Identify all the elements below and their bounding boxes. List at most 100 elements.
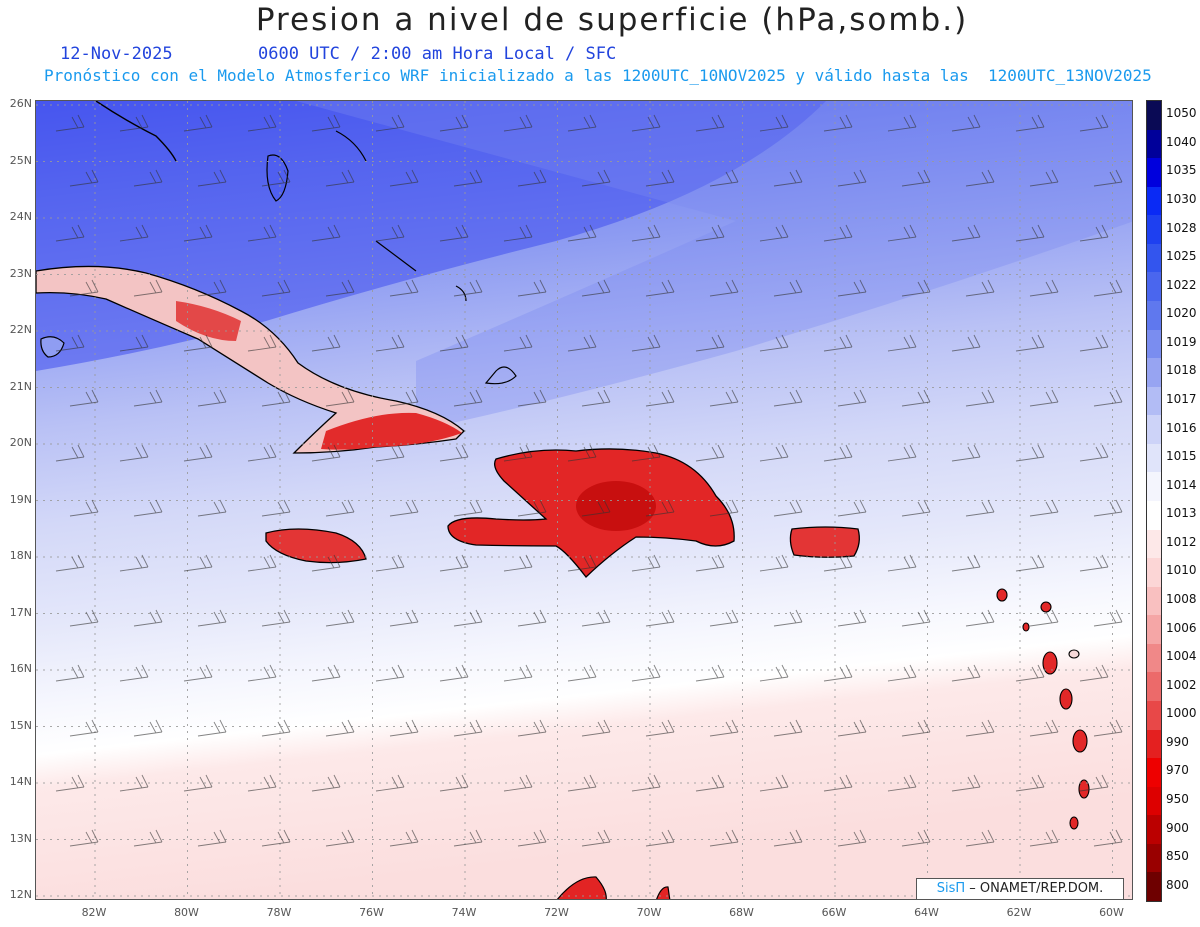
wind-barb bbox=[567, 224, 597, 242]
wind-barb bbox=[1029, 609, 1059, 627]
lat-label: 22N bbox=[9, 323, 32, 336]
wind-barb bbox=[567, 334, 597, 352]
lon-label: 60W bbox=[1099, 906, 1124, 919]
wind-barb bbox=[183, 664, 213, 682]
wind-barb bbox=[1015, 444, 1045, 462]
wind-barb bbox=[119, 774, 149, 792]
wind-barb bbox=[261, 279, 291, 297]
colorbar-segment bbox=[1147, 758, 1161, 788]
wind-barb bbox=[69, 169, 99, 187]
wind-barb bbox=[503, 334, 533, 352]
wind-barb bbox=[197, 609, 227, 627]
wind-barb bbox=[261, 169, 291, 187]
lat-label: 18N bbox=[9, 549, 32, 562]
wind-barb bbox=[1079, 664, 1109, 682]
colorbar-label: 1017 bbox=[1166, 392, 1197, 406]
lon-label: 82W bbox=[81, 906, 107, 919]
wind-barb bbox=[69, 829, 99, 847]
wind-barb bbox=[247, 554, 277, 572]
wind-barb bbox=[695, 664, 725, 682]
wind-barb bbox=[645, 609, 675, 627]
wind-barb bbox=[837, 499, 867, 517]
wind-barb bbox=[311, 554, 341, 572]
colorbar-segment bbox=[1147, 386, 1161, 416]
wind-barb bbox=[823, 774, 853, 792]
wind-barb bbox=[823, 444, 853, 462]
wind-barb bbox=[119, 224, 149, 242]
wind-barb bbox=[375, 554, 405, 572]
wind-barb bbox=[375, 444, 405, 462]
lon-label: 74W bbox=[451, 906, 477, 919]
credit-box: SisΠ – ONAMET/REP.DOM. bbox=[916, 878, 1124, 900]
wind-barb bbox=[261, 499, 291, 517]
wind-barb bbox=[759, 224, 789, 242]
wind-barb bbox=[823, 334, 853, 352]
wind-barb bbox=[183, 334, 213, 352]
wind-barb bbox=[567, 114, 597, 132]
wind-barb bbox=[133, 829, 163, 847]
pressure-map bbox=[35, 100, 1133, 900]
wind-barb bbox=[709, 829, 739, 847]
colorbar-segment bbox=[1147, 529, 1161, 559]
wind-barb bbox=[631, 664, 661, 682]
colorbar-segment bbox=[1147, 615, 1161, 645]
wind-barb bbox=[247, 774, 277, 792]
wind-barb bbox=[1029, 499, 1059, 517]
wind-barb bbox=[133, 719, 163, 737]
wind-barb bbox=[503, 664, 533, 682]
wind-barb bbox=[325, 279, 355, 297]
wind-barb bbox=[631, 774, 661, 792]
wind-barb bbox=[55, 334, 85, 352]
colorbar-label: 1010 bbox=[1166, 563, 1197, 578]
lat-label: 15N bbox=[9, 718, 32, 732]
wind-barb bbox=[517, 499, 547, 517]
colorbar-label: 1008 bbox=[1166, 592, 1197, 606]
wind-barb bbox=[197, 499, 227, 517]
valid-time: 0600 UTC / 2:00 am Hora Local / SFC bbox=[258, 44, 617, 64]
wind-barb bbox=[759, 774, 789, 792]
wind-barb bbox=[517, 279, 547, 297]
lat-label: 24N bbox=[9, 210, 32, 223]
lon-label: 70W bbox=[636, 906, 662, 919]
wind-barb bbox=[389, 389, 419, 407]
wind-barb bbox=[965, 719, 995, 737]
wind-barb bbox=[773, 169, 803, 187]
colorbar-label: 950 bbox=[1166, 792, 1189, 806]
wind-barb bbox=[567, 664, 597, 682]
wind-barb bbox=[453, 389, 483, 407]
lat-lon-grid bbox=[36, 101, 1132, 899]
wind-barb bbox=[1093, 279, 1123, 297]
wind-barb bbox=[631, 224, 661, 242]
wind-barb bbox=[887, 334, 917, 352]
wind-barb bbox=[311, 444, 341, 462]
wind-barb bbox=[709, 719, 739, 737]
wind-barb bbox=[887, 224, 917, 242]
wind-barb bbox=[439, 334, 469, 352]
wind-barb bbox=[581, 499, 611, 517]
lesser-antilles bbox=[996, 588, 1090, 830]
wind-barb bbox=[837, 609, 867, 627]
colorbar bbox=[1146, 100, 1162, 902]
colorbar-label: 1018 bbox=[1166, 363, 1197, 378]
wind-barb bbox=[325, 719, 355, 737]
wind-barb bbox=[709, 609, 739, 627]
wind-barb bbox=[183, 224, 213, 242]
florida-keys bbox=[95, 101, 177, 162]
wind-barb bbox=[503, 774, 533, 792]
wind-barb bbox=[965, 169, 995, 187]
wind-barb bbox=[247, 664, 277, 682]
wind-barb bbox=[183, 774, 213, 792]
colorbar-segment bbox=[1147, 643, 1161, 673]
wind-barb bbox=[119, 664, 149, 682]
wind-barb bbox=[823, 114, 853, 132]
wind-barb bbox=[709, 279, 739, 297]
wind-barb bbox=[389, 829, 419, 847]
lat-label: 14N bbox=[9, 775, 32, 788]
wind-barb bbox=[645, 279, 675, 297]
wind-barb bbox=[247, 334, 277, 352]
wind-barb bbox=[759, 554, 789, 572]
wind-barb bbox=[375, 114, 405, 132]
lat-label: 17N bbox=[9, 605, 32, 619]
lat-label: 16N bbox=[9, 662, 32, 675]
isla-juventud bbox=[40, 336, 65, 358]
